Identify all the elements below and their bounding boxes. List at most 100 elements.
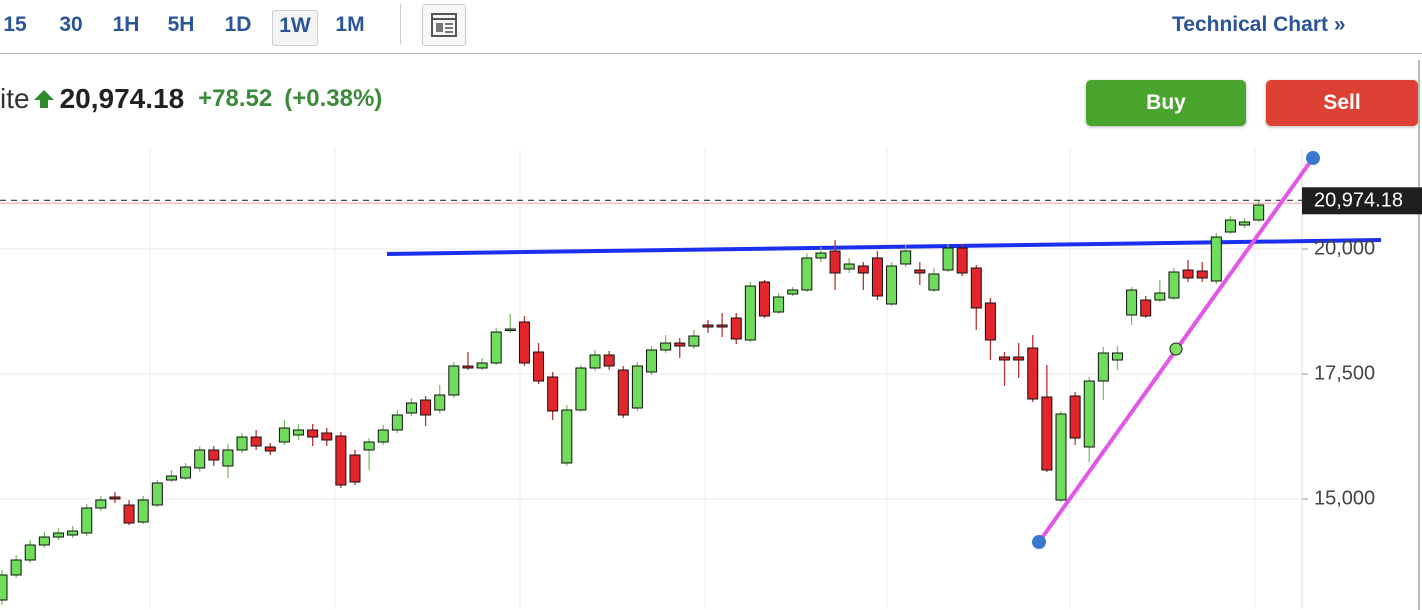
- candle-body: [674, 342, 686, 347]
- candle-body: [1253, 204, 1265, 221]
- y-tick-label: 20,000: [1314, 237, 1375, 259]
- candle-body: [278, 427, 290, 443]
- layout-icon[interactable]: [422, 4, 466, 46]
- candle-body: [843, 263, 855, 270]
- interval-button[interactable]: 30: [59, 13, 83, 36]
- candle-body: [67, 530, 79, 536]
- separator: [400, 4, 401, 44]
- quote: ite 20,974.18 +78.52 (+0.38%): [0, 82, 382, 116]
- candle-body: [999, 356, 1011, 361]
- candle-body: [518, 321, 530, 364]
- candle-body: [886, 265, 898, 305]
- handle[interactable]: [1032, 535, 1046, 549]
- candle-body: [52, 532, 64, 538]
- handle[interactable]: [1169, 342, 1183, 356]
- candle-body: [504, 328, 516, 331]
- candle-body: [1154, 292, 1166, 301]
- candle-body: [10, 559, 22, 576]
- candle-body: [321, 432, 333, 441]
- candle-body: [646, 349, 658, 373]
- candle-body: [1239, 221, 1251, 226]
- candle-body: [631, 365, 643, 409]
- candle-body: [1069, 395, 1081, 439]
- candle-body: [1097, 352, 1109, 382]
- candle-body: [222, 449, 234, 467]
- candle-body: [0, 574, 8, 601]
- candle-body: [1027, 347, 1039, 400]
- candle-body: [165, 475, 177, 481]
- handle[interactable]: [1306, 151, 1320, 165]
- candle-body: [81, 507, 93, 534]
- candle-body: [801, 257, 813, 291]
- candle-body: [208, 449, 220, 461]
- candle-body: [236, 436, 248, 451]
- candle-body: [928, 273, 940, 291]
- interval-button[interactable]: 1D: [224, 13, 252, 36]
- candle-body: [180, 466, 192, 479]
- interval-button[interactable]: 1M: [335, 13, 365, 36]
- candle-body: [744, 285, 756, 341]
- candle-body: [829, 250, 841, 274]
- buy-button[interactable]: Buy: [1086, 80, 1246, 126]
- candle-body: [1055, 413, 1067, 501]
- candle-body: [151, 482, 163, 506]
- candle-body: [533, 351, 545, 382]
- candle-body: [589, 354, 601, 369]
- interval-button[interactable]: 1W: [272, 10, 318, 46]
- candle-body: [575, 367, 587, 411]
- candle-body: [462, 365, 474, 369]
- icon: [431, 13, 457, 37]
- candle-body: [123, 504, 135, 524]
- change: +78.52: [198, 85, 273, 112]
- candle-body: [377, 429, 389, 443]
- candle-body: [349, 454, 361, 483]
- candle-body: [871, 257, 883, 297]
- candle-body: [420, 399, 432, 416]
- candle-body: [307, 429, 319, 438]
- candle-body: [405, 402, 417, 414]
- candle-body: [1140, 299, 1152, 317]
- candle-body: [476, 362, 488, 369]
- candle-body: [109, 496, 121, 500]
- candle-body: [1111, 352, 1123, 361]
- candle-body: [137, 499, 149, 523]
- interval-button[interactable]: 1H: [112, 13, 140, 36]
- instrument-name: ite: [0, 83, 30, 114]
- candle-body: [758, 281, 770, 317]
- candle-body: [250, 436, 262, 447]
- candle-body: [787, 289, 799, 295]
- y-tick-label: 17,500: [1314, 362, 1375, 384]
- candle-body: [391, 414, 403, 431]
- trend-line[interactable]: [386, 238, 1382, 256]
- candle-body: [561, 409, 573, 464]
- interval-button[interactable]: 15: [3, 13, 27, 36]
- candle-body: [38, 536, 50, 546]
- candle-body: [716, 324, 728, 328]
- technical-chart-link[interactable]: Technical Chart »: [1172, 13, 1346, 36]
- change-percent: (+0.38%): [284, 85, 383, 112]
- candle-body: [942, 247, 954, 271]
- up-arrow: [33, 90, 54, 108]
- candle-body: [1041, 396, 1053, 471]
- candle-body: [490, 331, 502, 364]
- candle-body: [1210, 236, 1222, 282]
- candle-body: [1083, 380, 1095, 448]
- candle-body: [773, 296, 785, 313]
- candle-body: [547, 376, 559, 412]
- candle-body: [956, 247, 968, 274]
- candle-body: [1168, 271, 1180, 299]
- candle-body: [617, 369, 629, 416]
- candle-body: [1013, 356, 1025, 361]
- sell-button[interactable]: Sell: [1266, 80, 1418, 126]
- candle-body: [335, 435, 347, 486]
- right-border: [1418, 60, 1420, 610]
- candle-body: [660, 342, 672, 351]
- candle-body: [194, 449, 206, 469]
- divider: [0, 53, 1422, 54]
- candle-body: [434, 394, 446, 411]
- y-tick-label: 15,000: [1314, 487, 1375, 509]
- candle-body: [984, 302, 996, 341]
- interval-button[interactable]: 5H: [167, 13, 195, 36]
